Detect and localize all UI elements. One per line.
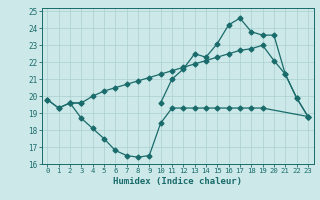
X-axis label: Humidex (Indice chaleur): Humidex (Indice chaleur) bbox=[113, 177, 242, 186]
